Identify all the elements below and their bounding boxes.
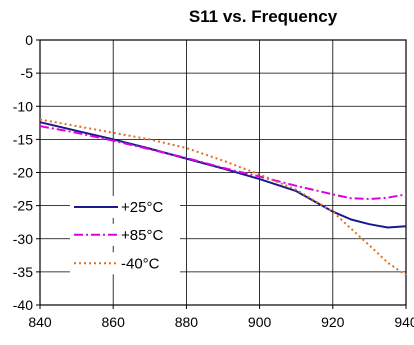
series-group	[39, 118, 407, 277]
x-tick-label: 860	[102, 314, 126, 330]
y-tick-label: -35	[13, 264, 33, 280]
y-tick-label: -30	[13, 231, 33, 247]
series-line-1	[39, 125, 407, 200]
x-tick-label: 940	[394, 314, 414, 330]
legend: +25°C +85°C -40°C	[70, 195, 180, 275]
y-tick-label: -15	[13, 131, 33, 147]
chart-title: S11 vs. Frequency	[189, 7, 338, 26]
y-tick-label: -20	[13, 165, 33, 181]
x-tick-label: 900	[248, 314, 272, 330]
legend-label: +85°C	[121, 227, 163, 244]
y-tick-label: -10	[13, 98, 33, 114]
legend-bg	[70, 223, 180, 246]
y-tick-label: -40	[13, 297, 33, 313]
y-tick-label: -5	[21, 65, 34, 81]
y-tick-label: 0	[25, 32, 33, 48]
x-tick-label: 840	[28, 314, 52, 330]
legend-bg	[70, 252, 180, 275]
y-tick-label: -25	[13, 198, 33, 214]
legend-label: +25°C	[121, 199, 163, 216]
x-tick-label: 920	[321, 314, 345, 330]
legend-bg	[70, 195, 180, 218]
legend-label: -40°C	[121, 255, 160, 272]
x-tick-label: 880	[175, 314, 199, 330]
series-line-0	[39, 121, 407, 229]
